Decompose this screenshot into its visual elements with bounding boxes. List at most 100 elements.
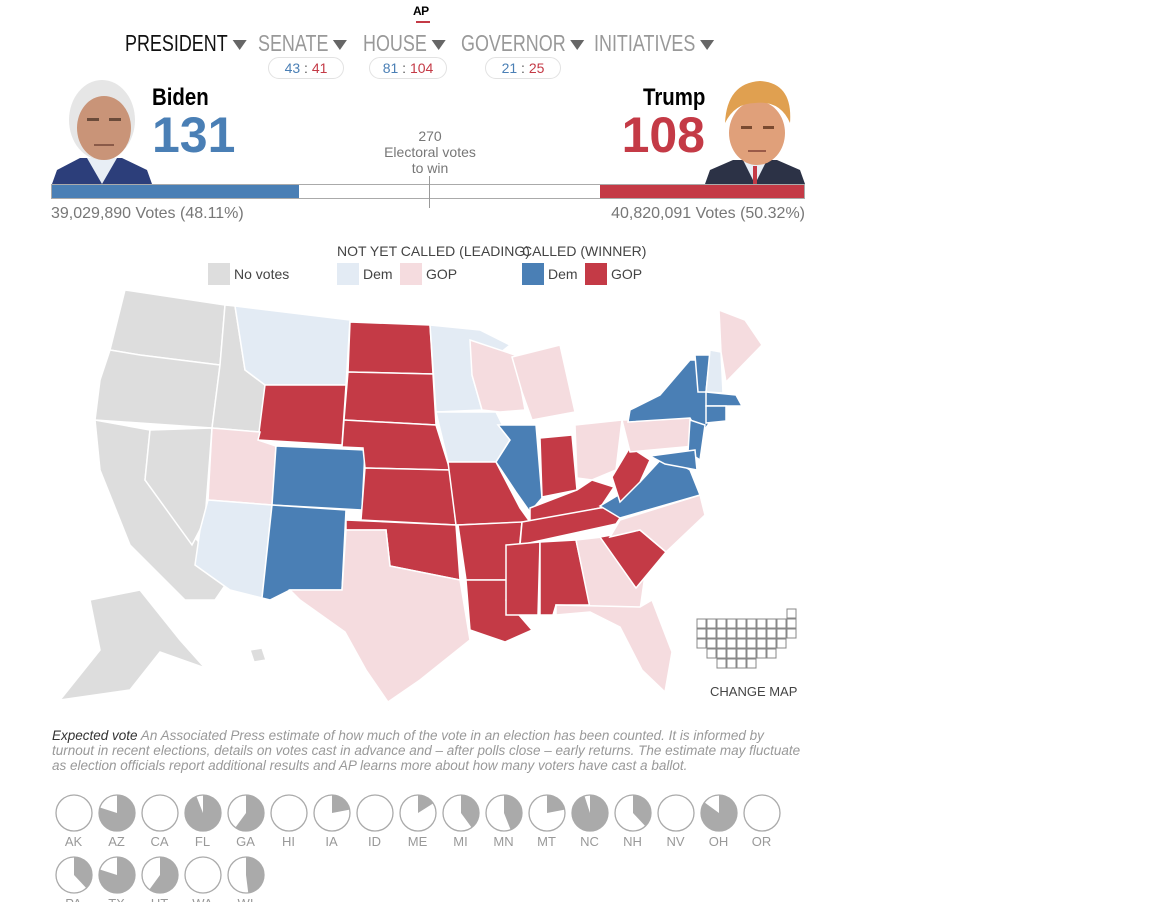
expected-vote-pie-ut: UT — [138, 855, 181, 902]
state-mo[interactable] — [447, 461, 532, 526]
expected-vote-pie-oh: OH — [697, 793, 740, 851]
tab-label: SENATE — [258, 30, 329, 56]
pie-label: NV — [666, 834, 685, 849]
pie-chart — [183, 856, 222, 894]
state-il[interactable] — [495, 424, 543, 514]
expected-vote-pie-ca: CA — [138, 793, 181, 851]
expected-vote-pie-az: AZ — [95, 793, 138, 851]
pie-fill — [503, 795, 522, 830]
chevron-down-icon — [431, 39, 446, 50]
pie-label: NH — [623, 834, 642, 849]
change-map-button[interactable]: CHANGE MAP — [710, 684, 798, 699]
pie-fill — [245, 857, 264, 893]
pie-chart — [183, 794, 222, 832]
pie-chart — [269, 794, 308, 832]
tab-label: HOUSE — [363, 30, 427, 56]
expected-vote-pies: AK AZ CA FL GA HI IA ID ME MI MN MT NC NH NV OH OR PA TX UT… — [52, 793, 792, 902]
state-mi[interactable] — [511, 344, 576, 421]
legend-title-leading: NOT YET CALLED (LEADING) — [337, 243, 530, 259]
chevron-down-icon — [700, 39, 715, 50]
pie-label: MI — [453, 834, 468, 849]
state-nd[interactable] — [347, 321, 434, 375]
tile — [756, 638, 767, 649]
win-threshold: 270 Electoral votes to win — [370, 128, 490, 176]
expected-vote-pie-wi: WI — [224, 855, 267, 902]
pie-chart — [97, 794, 136, 832]
expected-vote-pie-mt: MT — [525, 793, 568, 851]
pie-fill — [546, 795, 565, 813]
legend-swatch-gop-called — [585, 263, 607, 285]
pie-label: HI — [282, 834, 295, 849]
pie-fill — [184, 795, 221, 831]
expected-vote-pie-hi: HI — [267, 793, 310, 851]
tab-president[interactable]: PRESIDENT — [125, 30, 247, 57]
expected-vote-pie-me: ME — [396, 793, 439, 851]
tile — [726, 628, 737, 639]
state-ak[interactable] — [58, 589, 206, 702]
tab-senate[interactable]: SENATE — [258, 30, 348, 57]
pie-chart — [54, 856, 93, 894]
tab-initiatives[interactable]: INITIATIVES — [594, 30, 715, 57]
expected-vote-pie-or: OR — [740, 793, 783, 851]
state-oh[interactable] — [574, 419, 623, 481]
tab-house[interactable]: HOUSE — [363, 30, 446, 57]
biden-portrait — [52, 80, 152, 184]
state-wi[interactable] — [469, 338, 526, 413]
expected-vote-pie-id: ID — [353, 793, 396, 851]
state-md[interactable] — [647, 449, 698, 471]
pie-chart — [742, 794, 781, 832]
pie-label: ID — [368, 834, 381, 849]
state-mt[interactable] — [234, 305, 351, 386]
state-ma[interactable] — [705, 391, 744, 407]
tile — [776, 618, 787, 629]
tile — [706, 648, 717, 659]
pie-fill — [571, 795, 608, 831]
pie-fill — [98, 857, 135, 893]
state-ms[interactable] — [505, 541, 541, 616]
ap-logo: AP — [413, 4, 429, 18]
legend-swatch-dem-leading — [337, 263, 359, 285]
state-co[interactable] — [271, 445, 366, 511]
tab-governor[interactable]: GOVERNOR — [461, 30, 585, 57]
state-me[interactable] — [718, 308, 763, 384]
state-ct[interactable] — [705, 405, 727, 424]
state-in[interactable] — [539, 434, 578, 498]
pie-chart — [312, 794, 351, 832]
dem-popular-votes: 39,029,890 Votes (48.11%) — [51, 205, 244, 222]
legend-label: GOP — [611, 266, 643, 282]
threshold-label: Electoral votes — [384, 144, 476, 160]
tile — [756, 648, 767, 659]
pie-chart — [484, 794, 523, 832]
tile — [696, 638, 707, 649]
chevron-down-icon — [232, 39, 247, 50]
tile — [746, 658, 757, 669]
dem-count: 21 — [501, 60, 518, 76]
state-nm[interactable] — [261, 504, 347, 601]
tile-map-icon[interactable] — [695, 597, 800, 673]
state-nv[interactable] — [144, 427, 213, 547]
tile — [786, 618, 797, 629]
note-title: Expected vote — [52, 728, 138, 743]
pie-fill — [700, 795, 737, 831]
pie-chart — [699, 794, 738, 832]
state-ia[interactable] — [435, 411, 511, 463]
legend-swatch-no-votes — [208, 263, 230, 285]
state-pa[interactable] — [621, 417, 696, 453]
state-tx[interactable] — [288, 529, 471, 704]
state-wy[interactable] — [257, 384, 347, 446]
state-sd[interactable] — [343, 371, 437, 426]
state-fl[interactable] — [555, 598, 673, 694]
pie-label: FL — [194, 834, 211, 849]
state-ks[interactable] — [360, 467, 457, 526]
pie-chart — [226, 794, 265, 832]
us-map[interactable] — [0, 0, 820, 720]
state-wv[interactable] — [611, 445, 651, 504]
pie-fill — [98, 795, 135, 831]
tile — [706, 628, 717, 639]
tile — [736, 658, 747, 669]
state-hi[interactable] — [249, 647, 267, 663]
pie-label: OH — [708, 834, 729, 849]
tile — [736, 618, 747, 629]
legend-label: Dem — [363, 266, 393, 282]
